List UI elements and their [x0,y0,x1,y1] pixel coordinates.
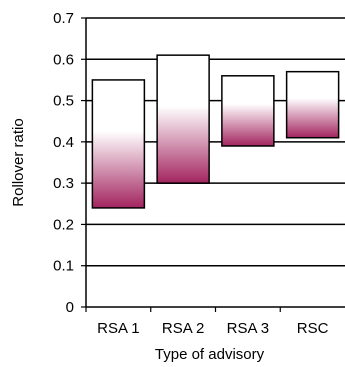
y-tick-label: 0.3 [53,175,74,192]
x-axis-title: Type of advisory [155,346,265,363]
x-tick-label: RSA 1 [97,320,140,337]
y-axis-title: Rollover ratio [10,118,27,206]
range-bar [156,54,210,184]
range-bar [221,75,275,147]
axes [81,17,345,312]
y-tick-label: 0 [66,299,74,316]
y-tick-label: 0.7 [53,10,74,27]
x-tick-label: RSC [297,320,329,337]
y-tick-label: 0.2 [53,216,74,233]
x-tick-label: RSA 3 [227,320,270,337]
range-bar [285,70,340,139]
range-bar [91,79,146,209]
y-tick-label: 0.5 [53,93,74,110]
y-tick-label: 0.1 [53,258,74,275]
labels: 0 0.1 0.2 0.3 0.4 0.5 0.6 0.7 RSA 1 RSA 2 RSA 3 RSC [53,10,328,337]
y-tick-label: 0.6 [53,51,74,68]
bars [91,54,340,209]
y-tick-label: 0.4 [53,134,74,151]
x-tick-label: RSA 2 [162,320,205,337]
